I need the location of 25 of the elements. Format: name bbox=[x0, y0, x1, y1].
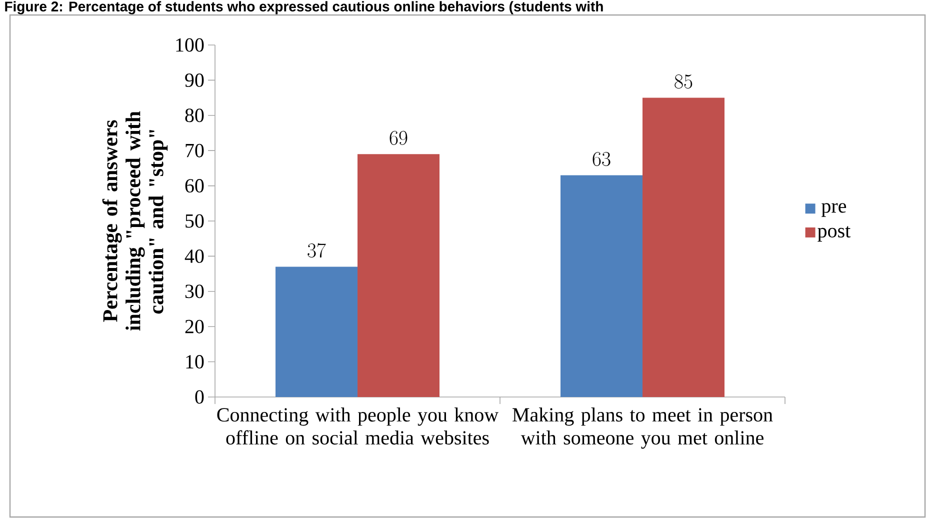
data-label: 37 bbox=[308, 243, 326, 258]
data-label: 85 bbox=[674, 74, 692, 89]
y-tick-label: 20 bbox=[185, 320, 204, 334]
y-tick-label: 30 bbox=[185, 284, 204, 298]
legend-label: pre bbox=[822, 203, 846, 217]
y-tick-label: 80 bbox=[185, 108, 204, 122]
y-axis-title: Percentage of answers including "proceed with caution" and "stop" bbox=[102, 111, 168, 331]
y-tick-label: 0 bbox=[195, 390, 204, 404]
bar bbox=[642, 98, 724, 397]
y-tick-label: 100 bbox=[176, 38, 204, 52]
legend-label: post bbox=[818, 226, 851, 242]
data-label: 69 bbox=[390, 130, 408, 145]
y-tick-label: 90 bbox=[185, 73, 204, 87]
y-tick-label: 10 bbox=[186, 355, 204, 369]
x-tick-label: Making plans to meet in person with someone you met online bbox=[512, 408, 773, 449]
bar bbox=[276, 266, 358, 397]
bar bbox=[358, 154, 440, 397]
x-tick-label: Connecting with people you know offline on social media websites bbox=[217, 408, 499, 445]
y-tick-label: 40 bbox=[184, 249, 204, 263]
y-tick-label: 60 bbox=[185, 179, 204, 193]
y-tick-label: 70 bbox=[186, 144, 204, 158]
y-tick-label: 50 bbox=[186, 214, 204, 228]
bar bbox=[560, 175, 642, 397]
data-label: 63 bbox=[592, 152, 610, 166]
chart-title: Figure 2: Percentage of students who expressed cautious online behaviors (students with bbox=[5, 1, 603, 14]
